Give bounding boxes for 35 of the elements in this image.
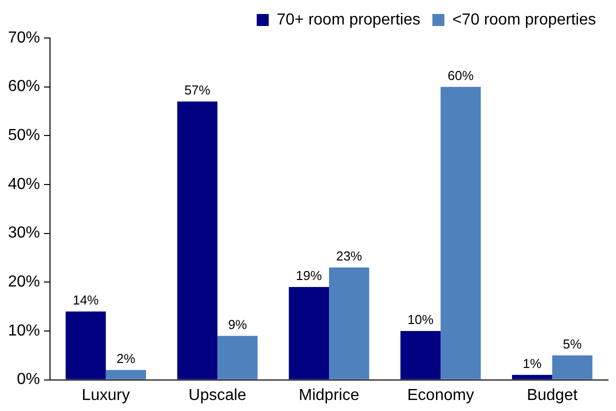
bar xyxy=(217,336,258,380)
bar xyxy=(66,311,106,380)
x-tick-label: Economy xyxy=(407,386,474,404)
bar xyxy=(329,267,370,380)
data-label: 10% xyxy=(408,312,434,328)
y-tick-label: 40% xyxy=(8,176,40,193)
bar xyxy=(106,370,146,380)
x-tick-label: Midprice xyxy=(298,386,360,404)
legend-label: <70 room properties xyxy=(452,11,596,28)
bar xyxy=(177,101,218,380)
y-tick-label: 70% xyxy=(8,29,40,46)
bar xyxy=(552,355,592,380)
data-label: 14% xyxy=(72,292,100,308)
x-tick-label: Upscale xyxy=(188,386,246,404)
x-tick-label: Luxury xyxy=(82,386,130,404)
y-tick-label: 0% xyxy=(16,371,40,388)
data-label: 9% xyxy=(228,316,248,332)
x-tick-label: Budget xyxy=(526,386,578,404)
bar xyxy=(288,287,330,380)
data-label: 19% xyxy=(296,268,322,284)
data-label: 57% xyxy=(184,82,211,98)
y-tick-label: 10% xyxy=(8,322,40,340)
bar xyxy=(400,330,441,380)
y-tick-label: 20% xyxy=(8,274,40,291)
y-tick-label: 60% xyxy=(8,78,40,96)
y-tick-label: 50% xyxy=(8,127,40,144)
data-label: 2% xyxy=(116,351,136,366)
data-label: 23% xyxy=(336,248,363,264)
bar xyxy=(512,374,552,380)
bar xyxy=(440,86,481,380)
data-label: 5% xyxy=(562,336,582,352)
legend-label: 70+ room properties xyxy=(276,11,420,28)
data-label: 60% xyxy=(448,68,474,83)
data-label: 1% xyxy=(522,356,542,371)
y-tick-label: 30% xyxy=(8,224,40,242)
